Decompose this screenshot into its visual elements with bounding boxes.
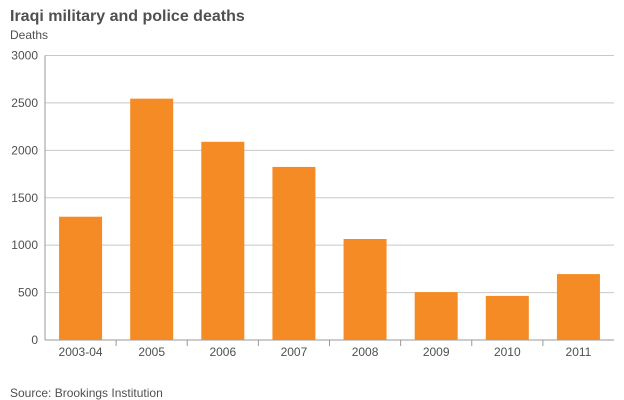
y-tick-label: 0 bbox=[31, 333, 38, 347]
y-tick-label: 3000 bbox=[11, 49, 38, 63]
bar-2011 bbox=[556, 274, 600, 340]
y-tick-label: 2500 bbox=[11, 96, 38, 110]
bar-2010 bbox=[485, 295, 529, 340]
bar-2006 bbox=[201, 141, 245, 340]
x-tick-label: 2010 bbox=[494, 345, 521, 359]
bar-2005 bbox=[130, 98, 174, 340]
y-tick-label: 2000 bbox=[11, 143, 38, 157]
x-tick-label: 2008 bbox=[352, 345, 379, 359]
x-tick-label: 2007 bbox=[281, 345, 308, 359]
source-note: Source: Brookings Institution bbox=[10, 386, 163, 400]
chart-title: Iraqi military and police deaths bbox=[10, 8, 245, 25]
y-tick-label: 1000 bbox=[11, 238, 38, 252]
bar-2007 bbox=[272, 166, 316, 340]
bar-2003-04 bbox=[59, 216, 103, 340]
x-tick-label: 2005 bbox=[138, 345, 165, 359]
x-tick-label: 2006 bbox=[209, 345, 236, 359]
x-tick-label: 2009 bbox=[423, 345, 450, 359]
bar-2009 bbox=[414, 292, 458, 340]
x-tick-label: 2011 bbox=[566, 345, 592, 359]
bar-2008 bbox=[343, 239, 387, 340]
x-tick-label: 2003-04 bbox=[59, 345, 103, 359]
y-tick-label: 1500 bbox=[11, 191, 38, 205]
y-axis-label: Deaths bbox=[10, 28, 49, 42]
y-tick-label: 500 bbox=[18, 286, 38, 300]
